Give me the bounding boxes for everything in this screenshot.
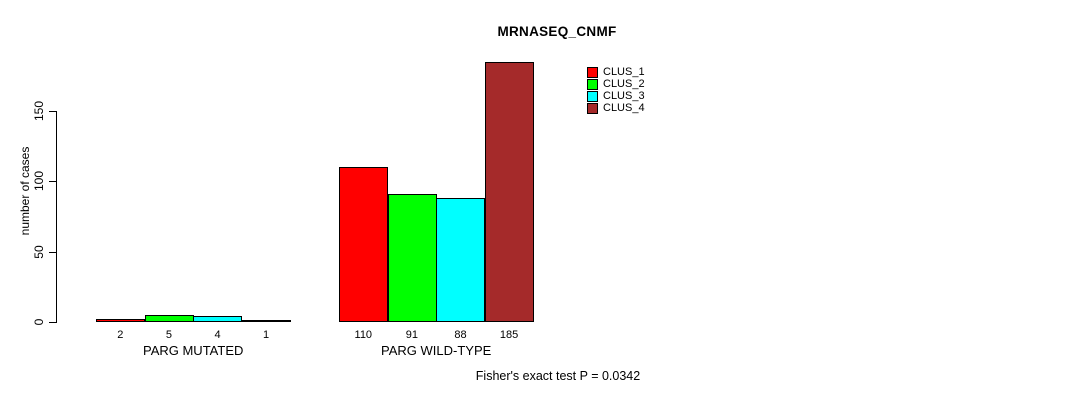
legend-swatch-clus_1 bbox=[587, 66, 598, 78]
bar-value-label: 5 bbox=[165, 329, 172, 341]
y-axis-tick-label: 150 bbox=[32, 100, 46, 122]
legend-label: CLUS_3 bbox=[603, 90, 645, 102]
bar-value-label: 91 bbox=[405, 329, 419, 341]
bar-clus_2 bbox=[387, 194, 437, 322]
bar-clus_3 bbox=[193, 316, 243, 322]
y-axis-tick-label: 0 bbox=[32, 318, 46, 326]
bar-value-label: 185 bbox=[499, 329, 519, 341]
bar-clus_4 bbox=[241, 320, 291, 322]
legend-item: CLUS_4 bbox=[587, 102, 645, 114]
y-axis-tick-label: 100 bbox=[32, 171, 46, 192]
y-axis-tick bbox=[49, 251, 56, 253]
legend-item: CLUS_2 bbox=[587, 78, 645, 90]
legend-label: CLUS_2 bbox=[603, 78, 645, 90]
bar-clus_1 bbox=[96, 319, 145, 322]
group-label: PARG WILD-TYPE bbox=[381, 343, 492, 358]
y-axis-tick bbox=[49, 111, 56, 112]
bar-value-label: 110 bbox=[354, 329, 373, 341]
legend-swatch-clus_4 bbox=[587, 102, 598, 114]
group-label: PARG MUTATED bbox=[142, 343, 244, 358]
y-axis-tick bbox=[49, 181, 56, 183]
y-axis-tick-label: 50 bbox=[32, 244, 46, 259]
legend-label: CLUS_4 bbox=[603, 102, 645, 114]
legend-item: CLUS_3 bbox=[587, 90, 645, 102]
fisher-test-annotation: Fisher's exact test P = 0.0342 bbox=[475, 369, 641, 383]
y-axis-line bbox=[56, 111, 57, 323]
bar-value-label: 2 bbox=[117, 329, 124, 341]
bar-clus_1 bbox=[339, 167, 388, 322]
y-axis-tick bbox=[49, 322, 56, 323]
bar-clus_2 bbox=[144, 315, 194, 322]
legend-swatch-clus_2 bbox=[587, 78, 598, 90]
legend-label: CLUS_1 bbox=[603, 66, 645, 78]
legend-item: CLUS_1 bbox=[587, 66, 645, 78]
bar-value-label: 1 bbox=[263, 329, 270, 341]
bar-value-label: 4 bbox=[214, 329, 221, 341]
bar-value-label: 88 bbox=[454, 329, 467, 341]
legend: CLUS_1 CLUS_2 CLUS_3 CLUS_4 bbox=[587, 66, 645, 114]
chart-title: MRNASEQ_CNMF bbox=[497, 24, 617, 39]
bar-clus_4 bbox=[484, 61, 534, 322]
y-axis-label: number of cases bbox=[18, 146, 32, 236]
legend-swatch-clus_3 bbox=[587, 90, 598, 102]
bar-clus_3 bbox=[436, 198, 486, 322]
